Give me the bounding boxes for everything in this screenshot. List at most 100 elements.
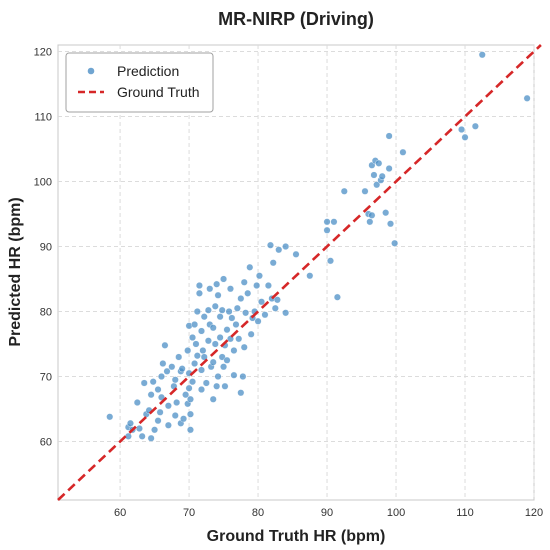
data-point bbox=[220, 363, 228, 371]
data-point bbox=[193, 308, 201, 316]
data-point bbox=[253, 282, 261, 290]
x-tick-label: 60 bbox=[114, 507, 126, 519]
data-point bbox=[375, 159, 383, 167]
data-point bbox=[237, 389, 245, 397]
data-point bbox=[185, 384, 193, 392]
data-point bbox=[216, 334, 224, 342]
data-point bbox=[216, 313, 224, 321]
chart-title: MR-NIRP (Driving) bbox=[218, 9, 374, 29]
data-point bbox=[378, 172, 386, 180]
data-point bbox=[156, 408, 164, 416]
data-point bbox=[214, 373, 222, 381]
y-tick-label: 60 bbox=[40, 437, 52, 449]
data-point bbox=[326, 257, 334, 265]
data-point bbox=[306, 272, 314, 280]
data-point bbox=[368, 211, 376, 219]
data-point bbox=[240, 343, 248, 351]
data-point bbox=[161, 341, 169, 349]
data-point bbox=[233, 304, 241, 312]
data-point bbox=[370, 171, 378, 179]
data-point bbox=[154, 386, 162, 394]
data-point bbox=[523, 94, 531, 102]
y-tick-label: 120 bbox=[34, 47, 52, 59]
data-point bbox=[213, 280, 221, 288]
data-point bbox=[193, 352, 201, 360]
data-point bbox=[197, 386, 205, 394]
grid bbox=[58, 45, 535, 500]
data-point bbox=[138, 432, 146, 440]
y-tick-label: 100 bbox=[34, 177, 52, 189]
data-point bbox=[163, 367, 171, 375]
data-point bbox=[186, 395, 194, 403]
data-point bbox=[180, 415, 188, 423]
data-point bbox=[175, 353, 183, 361]
data-point bbox=[147, 434, 155, 442]
data-point bbox=[223, 356, 231, 364]
data-point bbox=[461, 133, 469, 141]
data-point bbox=[189, 334, 197, 342]
data-point bbox=[471, 122, 479, 130]
data-point bbox=[178, 365, 186, 373]
data-point bbox=[239, 373, 247, 381]
legend-marker-prediction bbox=[87, 67, 95, 75]
data-point bbox=[157, 393, 165, 401]
data-point bbox=[232, 321, 240, 329]
data-point bbox=[186, 410, 194, 418]
data-point bbox=[323, 226, 331, 234]
data-point bbox=[206, 285, 214, 293]
data-point bbox=[387, 220, 395, 228]
data-point bbox=[261, 311, 269, 319]
data-point bbox=[235, 335, 243, 343]
data-point bbox=[168, 363, 176, 371]
data-point bbox=[126, 419, 134, 427]
y-tick-label: 80 bbox=[40, 307, 52, 319]
data-point bbox=[204, 337, 212, 345]
data-point bbox=[237, 295, 245, 303]
data-point bbox=[333, 293, 341, 301]
data-point bbox=[124, 432, 132, 440]
ground-truth-line bbox=[57, 44, 542, 501]
data-point bbox=[218, 306, 226, 314]
x-axis-ticks: 60 70 80 90 100 110 120 bbox=[114, 507, 543, 519]
data-point bbox=[154, 417, 162, 425]
data-point bbox=[275, 246, 283, 254]
data-point bbox=[157, 373, 165, 381]
x-tick-label: 120 bbox=[525, 507, 543, 519]
data-point bbox=[204, 306, 212, 314]
data-point bbox=[382, 209, 390, 217]
data-point bbox=[106, 413, 114, 421]
data-point bbox=[192, 340, 200, 348]
reference-line-group bbox=[57, 44, 542, 501]
data-point bbox=[273, 296, 281, 304]
data-point bbox=[200, 353, 208, 361]
data-point bbox=[164, 402, 172, 410]
data-point bbox=[330, 218, 338, 226]
data-point bbox=[195, 289, 203, 297]
data-point bbox=[242, 309, 250, 317]
data-point bbox=[191, 360, 199, 368]
data-point bbox=[223, 326, 231, 334]
x-tick-label: 100 bbox=[387, 507, 405, 519]
data-point bbox=[366, 218, 374, 226]
data-point bbox=[209, 324, 217, 332]
y-tick-label: 110 bbox=[34, 112, 52, 124]
data-point bbox=[458, 125, 466, 133]
data-point bbox=[340, 187, 348, 195]
data-point bbox=[211, 302, 219, 310]
data-point bbox=[282, 242, 290, 250]
data-point bbox=[230, 371, 238, 379]
data-point bbox=[209, 358, 217, 366]
x-tick-label: 80 bbox=[252, 507, 264, 519]
data-point bbox=[211, 340, 219, 348]
data-point bbox=[269, 259, 277, 267]
data-point bbox=[173, 399, 181, 407]
data-point bbox=[258, 298, 266, 306]
data-point bbox=[385, 132, 393, 140]
data-point bbox=[195, 282, 203, 290]
data-point bbox=[361, 187, 369, 195]
data-point bbox=[373, 181, 381, 189]
x-tick-label: 90 bbox=[321, 507, 333, 519]
data-point bbox=[226, 285, 234, 293]
data-point bbox=[149, 378, 157, 386]
data-point bbox=[133, 399, 141, 407]
